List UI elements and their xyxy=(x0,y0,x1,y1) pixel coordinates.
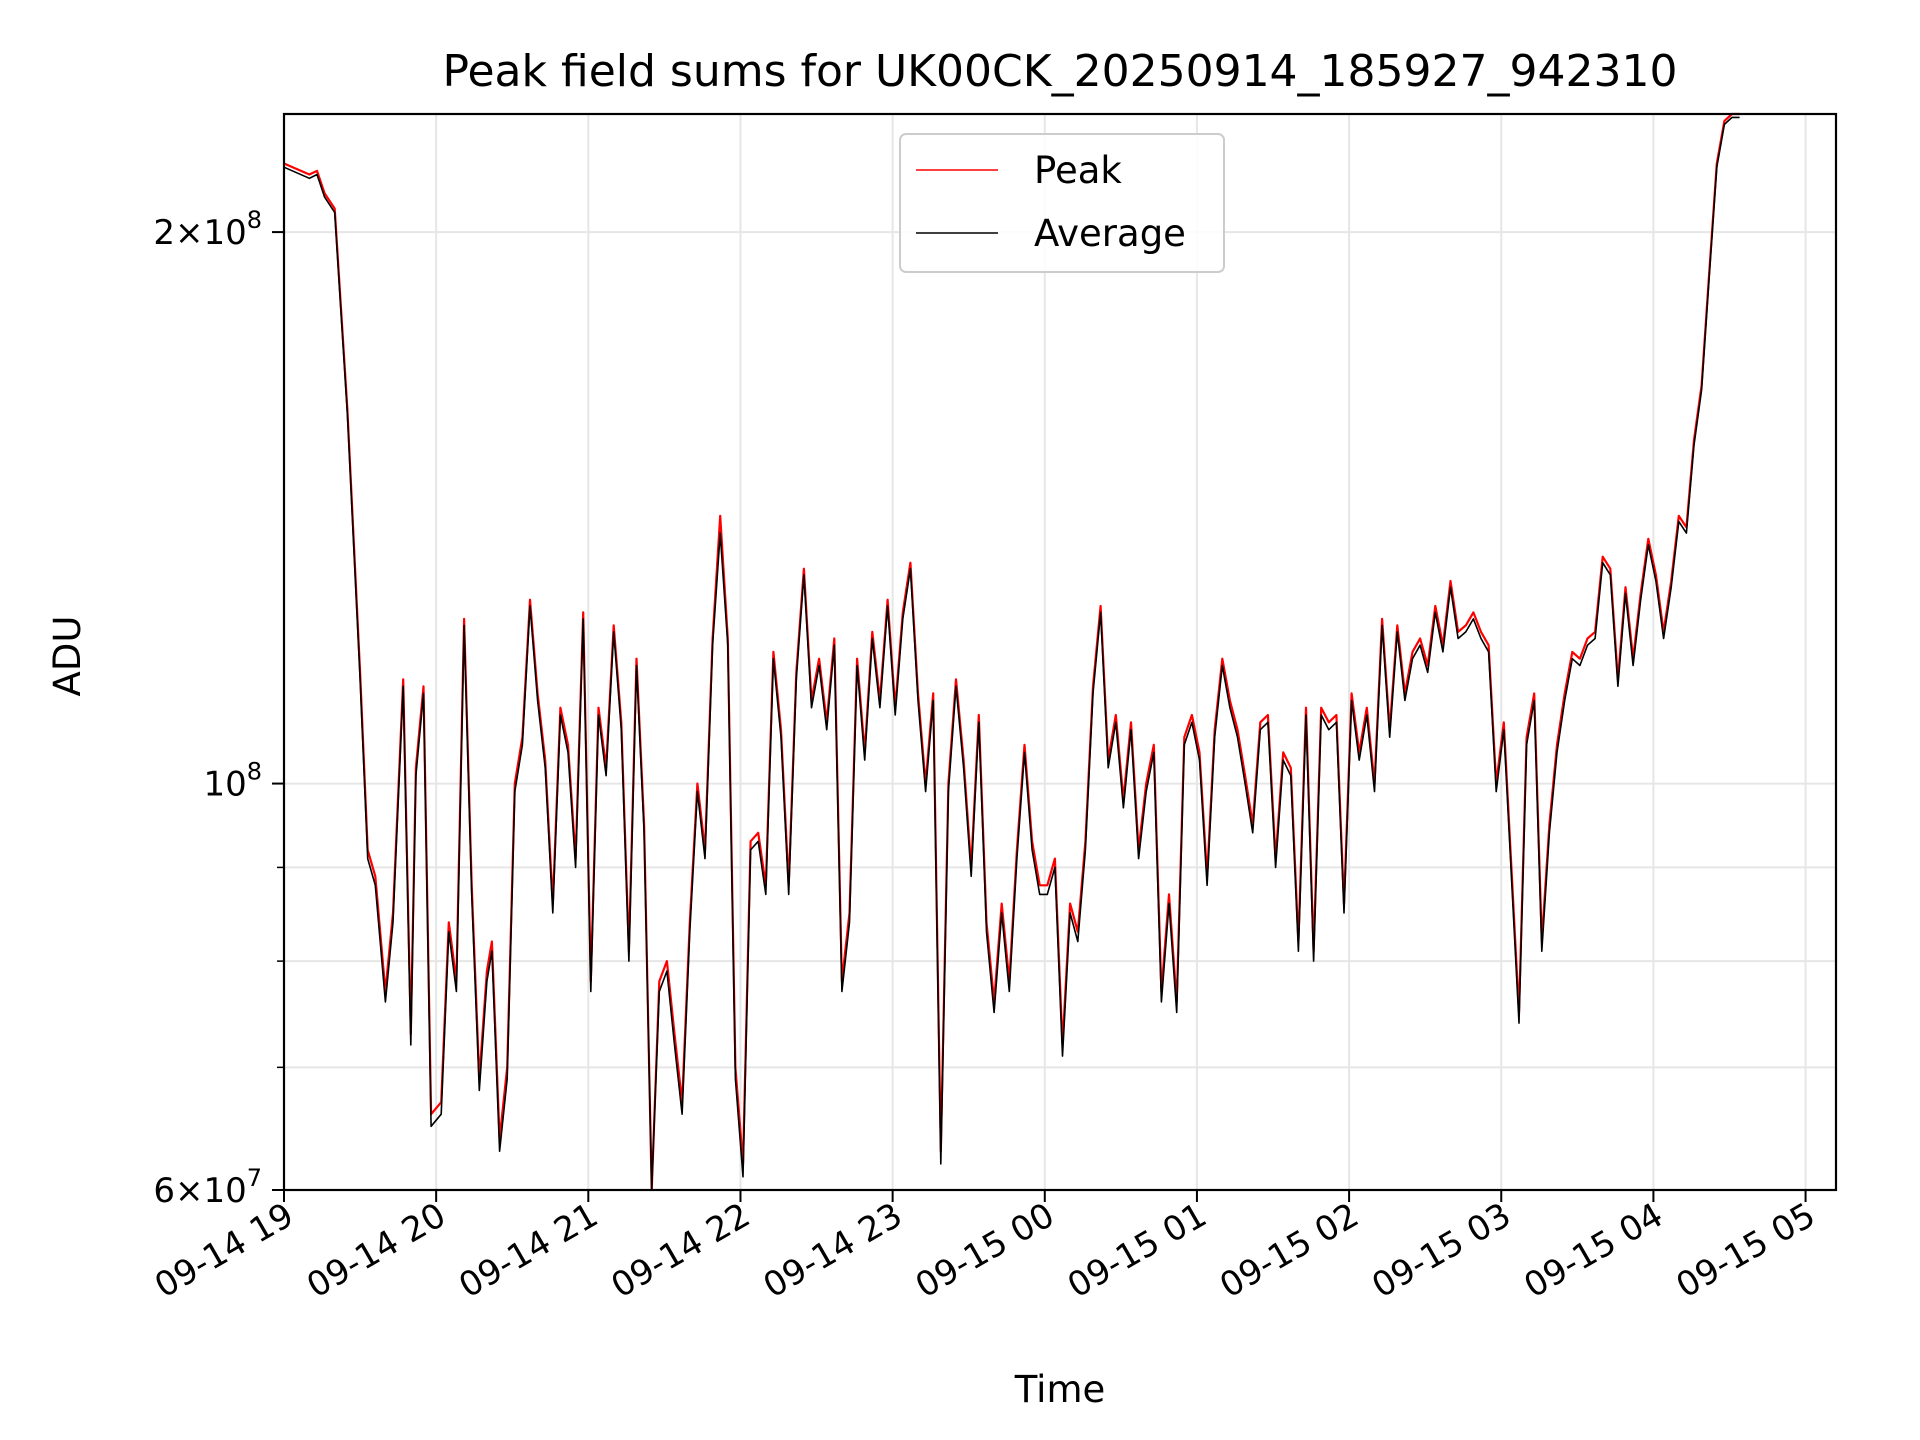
chart-title: Peak field sums for UK00CK_20250914_1859… xyxy=(443,46,1678,97)
x-axis-label: Time xyxy=(1014,1368,1106,1411)
legend-box xyxy=(899,133,1225,273)
legend-label-peak: Peak xyxy=(1034,149,1122,192)
plot-frame xyxy=(282,112,1838,1192)
y-tick-label: 2×108 xyxy=(153,206,262,253)
legend-label-average: Average xyxy=(1034,212,1186,255)
y-tick-label: 6×107 xyxy=(153,1164,262,1211)
y-axis-label: ADU xyxy=(46,616,89,697)
legend: Peak Average xyxy=(899,133,1225,273)
series-line-average xyxy=(283,116,1740,1191)
plot-lines xyxy=(283,112,1740,1192)
